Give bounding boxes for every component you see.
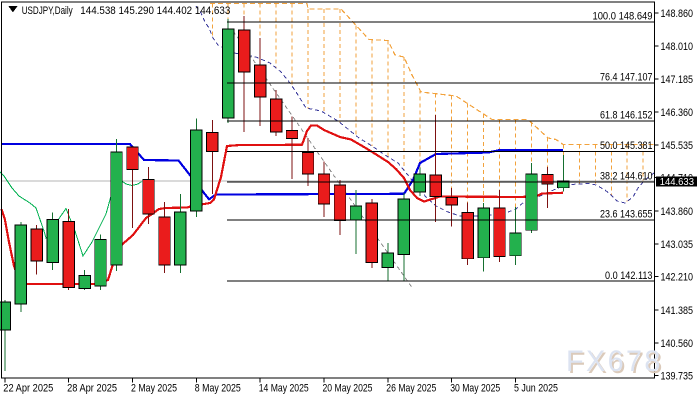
svg-text:140.560: 140.560 — [661, 338, 694, 350]
svg-text:20 May 2025: 20 May 2025 — [323, 383, 373, 395]
svg-text:144.633: 144.633 — [660, 177, 695, 188]
svg-text:30 May 2025: 30 May 2025 — [450, 383, 500, 395]
svg-text:0.0 142.113: 0.0 142.113 — [605, 270, 653, 282]
svg-text:26 May 2025: 26 May 2025 — [386, 383, 436, 395]
svg-text:146.360: 146.360 — [661, 107, 694, 119]
svg-text:28 Apr 2025: 28 Apr 2025 — [67, 383, 117, 395]
svg-text:61.8 146.152: 61.8 146.152 — [600, 110, 653, 122]
svg-text:147.185: 147.185 — [661, 74, 694, 86]
svg-text:100.0 148.649: 100.0 148.649 — [593, 11, 653, 23]
svg-text:148.010: 148.010 — [661, 41, 694, 53]
svg-text:2 May 2025: 2 May 2025 — [131, 383, 177, 395]
svg-text:8 May 2025: 8 May 2025 — [195, 383, 241, 395]
svg-text:14 May 2025: 14 May 2025 — [259, 383, 309, 395]
svg-text:142.210: 142.210 — [661, 272, 694, 284]
svg-text:143.035: 143.035 — [661, 239, 694, 251]
svg-text:139.735: 139.735 — [661, 371, 694, 383]
svg-text:144.538 145.290 144.402 144.63: 144.538 145.290 144.402 144.633 — [80, 5, 230, 17]
svg-text:145.535: 145.535 — [661, 140, 694, 152]
svg-text:38.2 144.610: 38.2 144.610 — [600, 171, 653, 183]
svg-text:141.385: 141.385 — [661, 305, 694, 317]
svg-text:148.860: 148.860 — [661, 8, 694, 20]
svg-text:23.6 143.655: 23.6 143.655 — [600, 209, 653, 221]
svg-text:76.4 147.107: 76.4 147.107 — [600, 72, 653, 84]
svg-text:143.860: 143.860 — [661, 206, 694, 218]
svg-text:5 Jun 2025: 5 Jun 2025 — [514, 383, 558, 395]
svg-text:22 Apr 2025: 22 Apr 2025 — [3, 383, 53, 395]
svg-text:50.0 145.381: 50.0 145.381 — [600, 140, 653, 152]
svg-text:USDJPY,Daily: USDJPY,Daily — [22, 5, 73, 17]
